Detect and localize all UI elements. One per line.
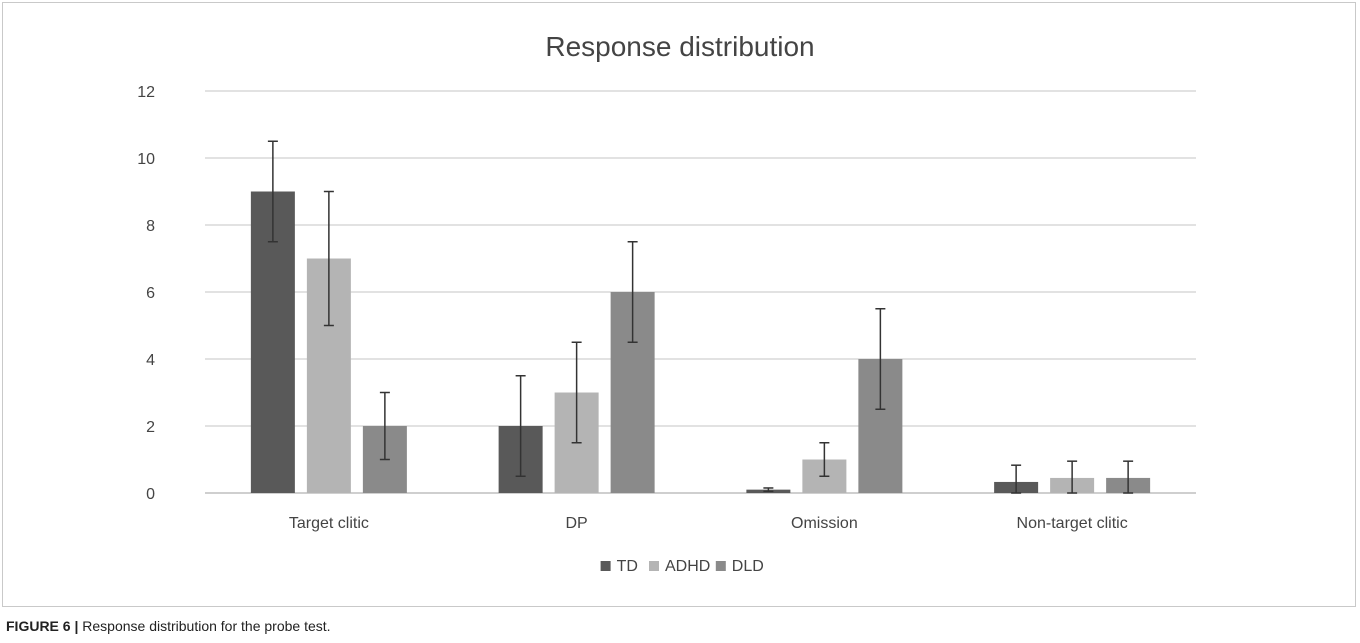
error-bar — [875, 308, 886, 410]
legend-item-td: TD — [600, 558, 638, 575]
x-tick-label: Omission — [791, 515, 858, 532]
error-bar — [763, 487, 774, 493]
figure-caption: FIGURE 6 | Response distribution for the… — [6, 618, 331, 634]
chart-title: Response distribution — [545, 31, 814, 62]
error-bar — [627, 241, 638, 343]
legend-label: ADHD — [665, 558, 710, 575]
y-tick-label: 0 — [146, 486, 155, 503]
caption-label: FIGURE 6 | — [6, 618, 79, 634]
bars — [250, 191, 1151, 493]
legend-label: DLD — [732, 558, 764, 575]
caption-text: Response distribution for the probe test… — [78, 618, 331, 634]
legend-item-adhd: ADHD — [649, 558, 710, 575]
error-bar — [819, 442, 830, 477]
y-axis-ticks: 0 2 4 6 8 10 12 — [137, 84, 155, 503]
error-bar — [1123, 460, 1134, 494]
error-bars — [267, 140, 1134, 494]
x-axis-labels: Target clitic DP Omission Non-target clitic — [289, 515, 1128, 532]
error-bar — [267, 140, 278, 243]
legend-swatch — [715, 561, 726, 571]
y-tick-label: 4 — [146, 352, 155, 369]
legend-swatch — [600, 561, 611, 571]
error-bar — [515, 375, 526, 477]
error-bar — [379, 391, 390, 461]
x-tick-label: Non-target clitic — [1017, 515, 1128, 532]
error-bar — [571, 341, 582, 444]
bar-chart: Response distribution 0 2 4 6 8 10 12 Target c… — [137, 31, 1196, 575]
legend-item-dld: DLD — [715, 558, 764, 575]
chart-frame — [2, 2, 1356, 607]
y-tick-label: 10 — [137, 151, 155, 168]
legend: TD ADHD DLD — [600, 558, 764, 575]
x-tick-label: DP — [566, 515, 588, 532]
y-tick-label: 12 — [137, 84, 155, 101]
error-bar — [1011, 464, 1022, 494]
y-tick-label: 6 — [146, 285, 155, 302]
gridlines — [205, 90, 1196, 494]
x-tick-label: Target clitic — [289, 515, 369, 532]
legend-label: TD — [617, 558, 638, 575]
y-tick-label: 2 — [146, 419, 155, 436]
legend-swatch — [649, 561, 659, 571]
error-bar — [323, 190, 334, 327]
y-tick-label: 8 — [146, 218, 155, 235]
error-bar — [1067, 460, 1078, 494]
